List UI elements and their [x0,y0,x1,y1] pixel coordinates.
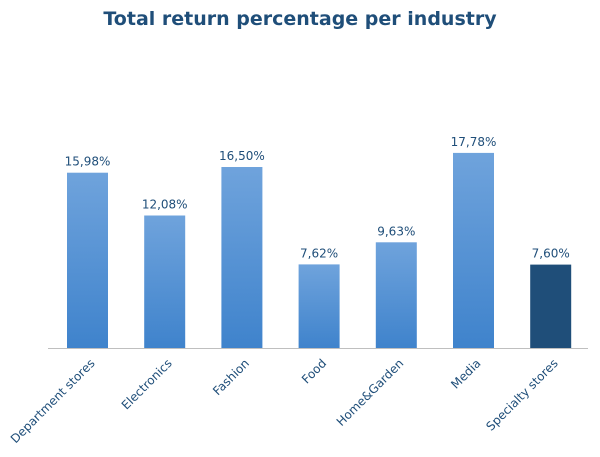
x-tick-label: Food [299,356,329,386]
data-label: 9,63% [377,224,415,238]
x-tick-label: Home&Garden [334,356,407,429]
data-label: 7,60% [532,247,570,261]
data-label: 15,98% [65,155,111,169]
x-tick-label: Department stores [8,356,98,446]
chart-title: Total return percentage per industry [103,8,497,30]
bar-specialty-stores [530,264,572,348]
data-label: 12,08% [142,198,188,212]
bar-fashion [221,167,263,348]
bar-department-stores [67,172,108,348]
data-label: 16,50% [219,149,265,163]
x-tick-label: Media [448,356,483,391]
data-label: 7,62% [300,246,338,260]
x-tick-label: Specialty stores [483,356,560,433]
data-label: 17,78% [451,135,497,149]
x-tick-label: Fashion [210,356,252,398]
bar-home-garden [375,242,417,348]
x-tick-label: Electronics [119,356,175,412]
bar-food [298,264,340,348]
bar-electronics [144,215,186,348]
bar-media [453,152,494,348]
